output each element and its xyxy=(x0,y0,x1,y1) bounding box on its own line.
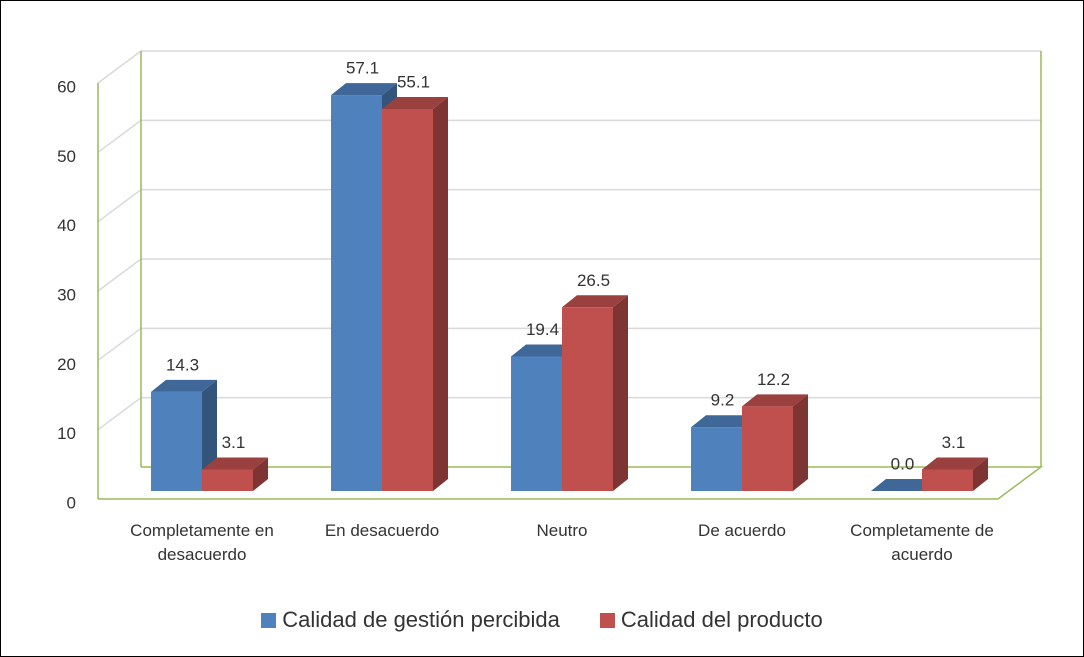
grid-line xyxy=(97,119,142,153)
bar-top xyxy=(742,394,808,407)
bar-front xyxy=(382,108,433,492)
bar-top xyxy=(511,344,577,357)
grid-line xyxy=(97,258,142,292)
bar xyxy=(871,479,937,491)
value-label: 57.1 xyxy=(346,59,379,78)
x-tick-label: Neutro xyxy=(536,521,588,540)
bar-front xyxy=(691,427,742,491)
y-tick-label: 30 xyxy=(57,285,76,304)
bar xyxy=(382,96,448,492)
value-label: 55.1 xyxy=(397,72,430,91)
bar-top xyxy=(202,457,268,470)
legend-item: Calidad del producto xyxy=(599,607,823,633)
y-tick-label: 40 xyxy=(57,216,76,235)
legend-label: Calidad de gestión percibida xyxy=(282,607,560,632)
bar-top xyxy=(562,295,628,308)
bar-side xyxy=(613,295,628,491)
value-label: 0.0 xyxy=(891,454,915,473)
x-tick-label: Completamente en desacuerdo xyxy=(130,521,274,564)
legend-swatch xyxy=(599,612,615,628)
bar-top xyxy=(922,457,988,470)
y-tick-label: 50 xyxy=(57,147,76,166)
bar xyxy=(562,295,628,491)
grid-line xyxy=(97,189,142,223)
legend-swatch xyxy=(261,612,277,628)
bar-front xyxy=(922,469,973,491)
value-label: 14.3 xyxy=(166,355,199,374)
bar xyxy=(922,457,988,491)
value-label: 3.1 xyxy=(942,433,966,452)
value-label: 9.2 xyxy=(711,391,735,410)
bar-front xyxy=(742,406,793,491)
bar-side xyxy=(793,394,808,491)
x-tick-label: De acuerdo xyxy=(698,521,786,540)
y-tick-label: 0 xyxy=(67,493,76,512)
bar xyxy=(742,394,808,491)
bar-side xyxy=(973,457,988,491)
value-label: 19.4 xyxy=(526,320,559,339)
y-tick-label: 20 xyxy=(57,355,76,374)
bar-top xyxy=(331,83,397,96)
value-label: 26.5 xyxy=(577,271,610,290)
bar-side xyxy=(433,96,448,492)
bar-top xyxy=(691,415,757,428)
bar-front xyxy=(511,356,562,491)
value-label: 12.2 xyxy=(757,370,790,389)
y-tick-label: 10 xyxy=(57,424,76,443)
bar-side xyxy=(253,457,268,491)
y-tick-label: 60 xyxy=(57,77,76,96)
bar-front xyxy=(202,469,253,491)
bar-front xyxy=(151,391,202,491)
x-tick-label: Completamente de acuerdo xyxy=(850,521,994,564)
bar-top xyxy=(151,379,217,392)
bar-top xyxy=(382,96,448,109)
grid-line xyxy=(97,397,142,431)
value-label: 3.1 xyxy=(222,433,246,452)
bar-front xyxy=(331,95,382,492)
grid-line xyxy=(97,327,142,361)
bar-front xyxy=(562,307,613,491)
legend: Calidad de gestión percibida Calidad del … xyxy=(1,607,1083,633)
bar xyxy=(202,457,268,491)
legend-label: Calidad del producto xyxy=(620,607,823,632)
legend-item: Calidad de gestión percibida xyxy=(261,607,560,633)
grid-line xyxy=(97,50,142,84)
x-tick-label: En desacuerdo xyxy=(324,521,440,540)
bar-top xyxy=(871,479,937,491)
